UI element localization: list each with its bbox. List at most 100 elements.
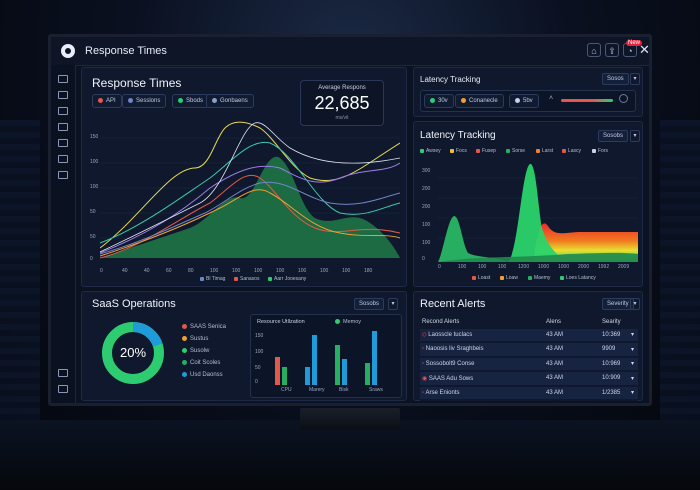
notification-badge: New [626, 40, 643, 46]
alert-time: 43 AM [544, 385, 600, 401]
sidebar-list-icon[interactable] [58, 91, 68, 99]
chevron-down-icon[interactable]: ▾ [629, 356, 638, 372]
x-tick: 1992 [598, 264, 610, 270]
latency-area-hot [533, 223, 638, 262]
latency-panel: Latency Tracking Sosobs ▾ Awsey Focs Fus… [413, 121, 643, 287]
x-tick: 0 [438, 264, 441, 270]
close-icon[interactable]: ✕ [639, 42, 650, 57]
chevron-down-icon[interactable]: ▾ [630, 298, 640, 310]
latency-area-peak [508, 163, 568, 262]
x-tick: 100 [298, 268, 307, 274]
legend-label: Loes Latancy [566, 275, 596, 281]
y-tick: 150 [255, 333, 264, 339]
table-row[interactable]: ▫ Naoosis liv Sraghbeis 43 AM 9909 ▾ [420, 342, 638, 358]
alert-severity: 9909 [600, 342, 630, 358]
legend-label: Sustus [190, 336, 209, 343]
filter-chip-api[interactable]: API [92, 94, 122, 108]
chevron-down-icon[interactable]: ▾ [388, 298, 398, 310]
filter-chip-sessions[interactable]: Sesslons [122, 94, 167, 108]
table-row[interactable]: ▫ Arse Enionts 43 AM 1/2385 ▾ [420, 385, 638, 401]
chevron-down-icon[interactable]: ▾ [629, 342, 638, 358]
y-tick: 100 [255, 349, 264, 355]
monitor-screen: Response Times ⌂ ⇪ ◔ New ✕ Response Time… [48, 34, 652, 406]
y-tick: 100 [422, 222, 431, 228]
table-row[interactable]: ◇ Laosscle tuclacs 43 AM 10:369 ▾ [420, 328, 638, 343]
filter-chip-sbods[interactable]: Sbods [172, 94, 210, 108]
legend-swatch [560, 275, 564, 280]
latency-area-base [438, 252, 638, 262]
legend-item: Loes Latancy [560, 275, 596, 281]
severity-select[interactable]: Severity [602, 298, 634, 310]
legend-item: Sanasos [234, 276, 259, 282]
kpi-value: 22,685 [314, 93, 370, 113]
legend-label: Aarr Jooesany [274, 276, 307, 282]
kpi-card: Average Respons 22,685 ms/vit [300, 80, 384, 126]
alert-name: Laosscle tuclacs [428, 332, 473, 339]
latency-select[interactable]: Sosobs [598, 130, 629, 142]
chevron-up-icon[interactable]: ˄ [549, 95, 554, 102]
latency-small-select[interactable]: Sosos [602, 73, 629, 85]
legend-swatch [182, 360, 187, 365]
share-icon[interactable]: ⇪ [605, 43, 619, 57]
x-tick: 100 [276, 268, 285, 274]
x-tick: 100 [498, 264, 507, 270]
line-orange [100, 189, 400, 257]
x-tick: 100 [254, 268, 263, 274]
sidebar-doc-icon[interactable] [58, 171, 68, 179]
chevron-down-icon[interactable]: ▾ [629, 371, 638, 387]
filter-chip-gonbaens[interactable]: Gonbaens [206, 94, 254, 108]
legend-swatch [450, 148, 454, 153]
response-times-title: Response Times [92, 76, 182, 90]
saas-select[interactable]: Sosobs [354, 298, 385, 310]
donut-arc [102, 322, 164, 384]
donut-chart [102, 322, 164, 384]
legend-swatch [528, 275, 532, 280]
sidebar-data-icon[interactable] [58, 155, 68, 163]
table-row[interactable]: ▫ Sossobolt9 Conse 43 AM 10:969 ▾ [420, 356, 638, 372]
latency-title: Latency Tracking [420, 130, 496, 141]
app-logo-icon [61, 44, 75, 58]
chip-label: API [106, 98, 116, 104]
alert-name: SAAS Adu Sows [428, 375, 474, 382]
legend-label: Coit Scoles [190, 360, 221, 367]
donut-value: 20% [119, 345, 147, 360]
legend-label: Fusep [482, 148, 496, 154]
sidebar-home-icon[interactable] [58, 369, 68, 377]
bar-disk-blue [342, 359, 347, 385]
latency-small-panel: Latency Tracking Sosos ▾ 30v Conanecle 5… [413, 67, 643, 117]
table-row[interactable]: ◉ SAAS Adu Sows 43 AM 10:909 ▾ [420, 371, 638, 387]
toolbar-chip-5bv[interactable]: 5bv [509, 94, 539, 108]
resource-card: Resource Utllzation Memoy 150 100 50 0 C… [250, 314, 402, 398]
chevron-down-icon[interactable]: ▾ [630, 130, 640, 142]
legend-label: Loaw [506, 275, 518, 281]
home-icon[interactable]: ⌂ [587, 43, 601, 57]
resource-title: Resource Utllzation [257, 319, 305, 325]
refresh-icon[interactable] [619, 94, 628, 103]
sidebar-chart-icon[interactable] [58, 107, 68, 115]
sidebar-grid-icon[interactable] [58, 75, 68, 83]
alert-severity: 10:369 [600, 328, 630, 343]
y-tick: 50 [255, 365, 261, 371]
line-blue [100, 181, 400, 255]
alert-time: 43 AM [544, 371, 600, 387]
legend-item: Sustus [182, 336, 208, 342]
sidebar-filter-icon[interactable] [58, 123, 68, 131]
toolbar-chip-conanecle[interactable]: Conanecle [455, 94, 504, 108]
legend-label: Usd Daonss [190, 372, 223, 379]
toolbar-chip-30v[interactable]: 30v [424, 94, 454, 108]
chevron-down-icon[interactable]: ▾ [630, 73, 640, 85]
x-tick: 2000 [578, 264, 590, 270]
sidebar-settings-icon[interactable] [58, 385, 68, 393]
alert-circle-icon: ◉ [422, 375, 429, 382]
legend-item: Usd Daonss [182, 372, 223, 378]
y-tick: 200 [422, 186, 431, 192]
server-rack-left [0, 120, 40, 420]
alerts-table: Recond Alerts Alens Searity ◇ Laosscle t… [420, 316, 638, 401]
legend-item: Loast [472, 275, 490, 281]
y-tick: 100 [90, 184, 99, 190]
sidebar-monitor-icon[interactable] [58, 139, 68, 147]
chevron-down-icon[interactable]: ▾ [629, 328, 638, 343]
chevron-down-icon[interactable]: ▾ [629, 385, 638, 401]
legend-item: Maemy [528, 275, 550, 281]
chip-dot [98, 97, 103, 103]
